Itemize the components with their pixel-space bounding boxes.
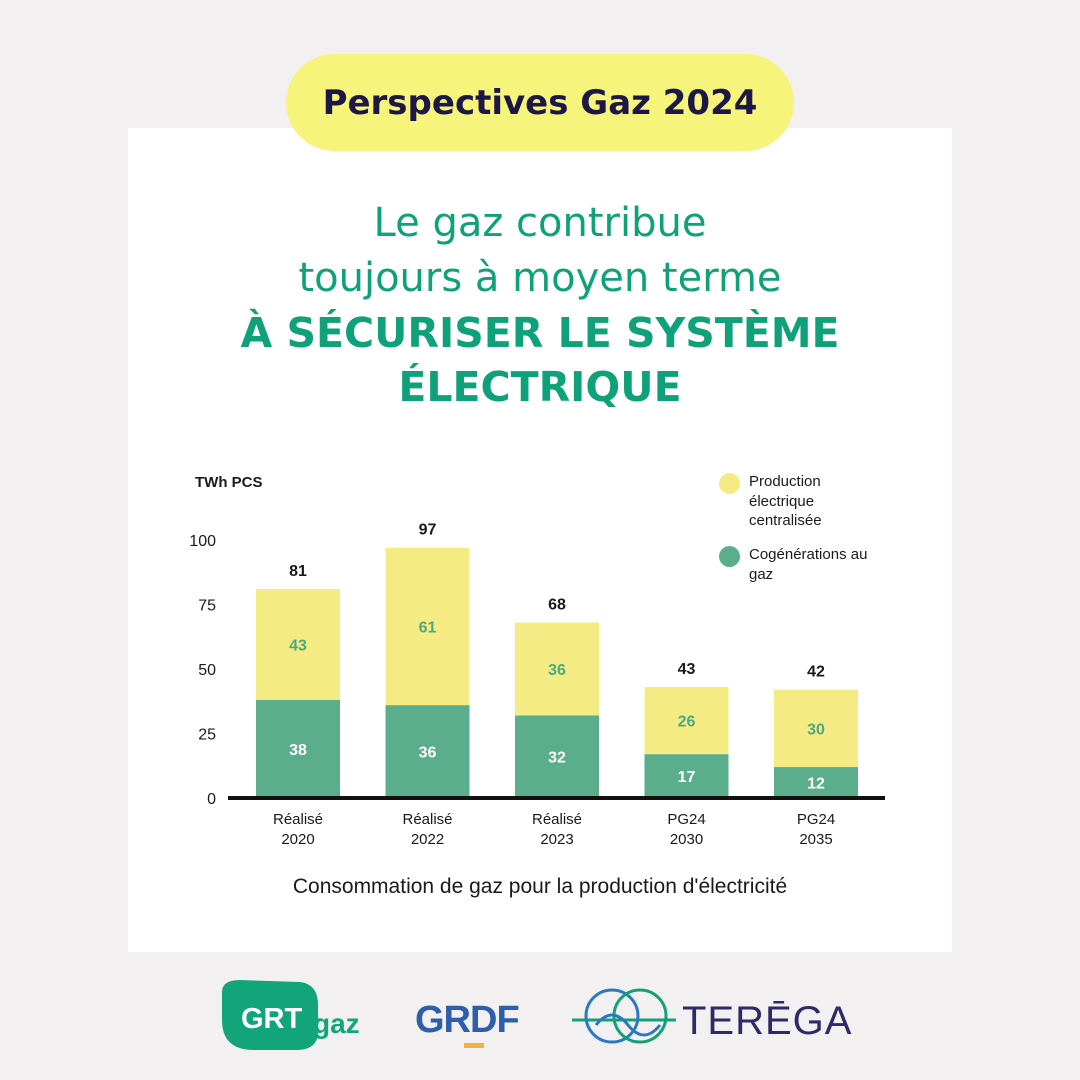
y-axis-unit: TWh PCS — [195, 474, 263, 491]
grdf-logo: GRDF — [415, 999, 520, 1048]
bar-value-label: 32 — [548, 750, 566, 767]
legend-item-production: Production électrique centralisée — [719, 472, 879, 531]
y-tick-label: 50 — [198, 662, 216, 679]
bar-total-label: 81 — [289, 563, 307, 580]
terega-logo-text: TERĒGA — [682, 999, 852, 1043]
headline-line-2: toujours à moyen terme — [298, 255, 782, 301]
y-tick-label: 25 — [198, 727, 216, 744]
legend-swatch-cogeneration — [719, 546, 740, 567]
bar-value-label: 17 — [678, 769, 696, 786]
y-tick-label: 0 — [207, 791, 216, 808]
bar-total-label: 43 — [678, 661, 696, 678]
legend-label-cogeneration: Cogénérations au gaz — [749, 546, 868, 583]
x-tick-label: 2023 — [540, 831, 573, 848]
headline: Le gaz contribue toujours à moyen terme … — [128, 196, 952, 414]
bar-segment — [385, 547, 470, 706]
x-tick-label: Réalisé — [402, 811, 452, 828]
bar-value-label: 12 — [807, 776, 825, 793]
grtgaz-logo: GRT gaz — [222, 980, 360, 1050]
grtgaz-logo-grt: GRT — [241, 1003, 303, 1035]
bar-segment — [515, 622, 599, 716]
y-tick-label: 75 — [198, 598, 216, 615]
x-tick-label: 2030 — [670, 831, 703, 848]
bar-value-label: 61 — [419, 619, 437, 636]
x-tick-label: PG24 — [797, 811, 835, 828]
bar-segment — [385, 705, 470, 798]
bar-segment — [515, 715, 599, 798]
bar-value-label: 38 — [289, 742, 307, 759]
bar-segment — [256, 699, 340, 798]
bar-segment — [644, 687, 729, 755]
chart-caption: Consommation de gaz pour la production d… — [292, 875, 788, 898]
bar-value-label: 43 — [289, 637, 307, 654]
x-tick-label: 2035 — [799, 831, 832, 848]
title-badge: Perspectives Gaz 2024 — [286, 54, 794, 151]
x-tick-label: Réalisé — [532, 811, 582, 828]
x-tick-label: PG24 — [667, 811, 705, 828]
grtgaz-logo-gaz: gaz — [313, 1008, 360, 1039]
bar-total-label: 68 — [548, 597, 566, 614]
bar-segment — [774, 689, 858, 768]
badge-text: Perspectives Gaz 2024 — [322, 82, 758, 123]
headline-line-3: À SÉCURISER LE SYSTÈME — [240, 309, 840, 357]
headline-line-1: Le gaz contribue — [373, 200, 707, 246]
terega-logo: TERĒGA — [572, 988, 852, 1044]
bar-value-label: 26 — [678, 714, 696, 731]
bar-value-label: 30 — [807, 721, 825, 738]
x-tick-label: 2020 — [281, 831, 314, 848]
chart-card — [128, 128, 952, 952]
bar-value-label: 36 — [548, 662, 566, 679]
legend-label-production: Production électrique centralisée — [749, 473, 822, 529]
grdf-logo-text: GRDF — [415, 999, 519, 1041]
bar-segment — [256, 589, 340, 700]
bar-total-label: 42 — [807, 664, 825, 681]
y-tick-label: 100 — [189, 533, 216, 550]
x-tick-label: 2022 — [411, 831, 444, 848]
bar-value-label: 36 — [419, 745, 437, 762]
legend-item-cogeneration: Cogénérations au gaz — [719, 545, 879, 584]
bar-total-label: 97 — [419, 522, 437, 539]
bar-segment — [644, 754, 729, 798]
bar-segment — [774, 767, 858, 798]
legend-swatch-production — [719, 473, 740, 494]
x-tick-label: Réalisé — [273, 811, 323, 828]
headline-line-4: ÉLECTRIQUE — [398, 363, 682, 411]
partner-logos: GRT gaz GRDF TERĒGA — [222, 980, 852, 1050]
